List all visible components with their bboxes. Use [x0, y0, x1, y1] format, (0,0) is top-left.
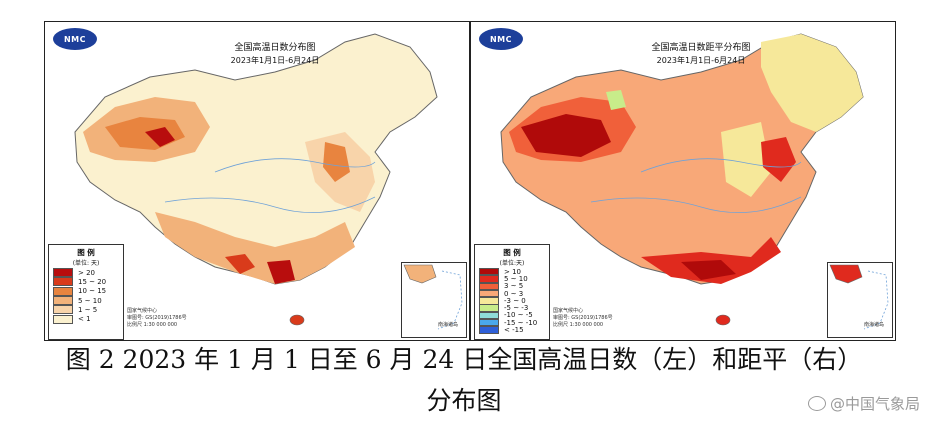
legend-label: -5 ~ -3: [504, 304, 529, 313]
left-map-date-range: 2023年1月1日-6月24日: [230, 56, 320, 65]
legend-label: -3 ~ 0: [504, 296, 526, 305]
left-map-legend: 图 例 (单位: 天) > 20 15 ~ 20 10 ~ 15 5 ~ 10 1 ~ …: [48, 244, 124, 340]
watermark: @中国气象局: [807, 393, 920, 414]
right-map-title: 全国高温日数距平分布图: [651, 43, 751, 53]
credit-approval: 审图号: GS(2019)1786号: [127, 315, 187, 321]
legend-label: -10 ~ -5: [504, 311, 533, 320]
credit-approval: 审图号: GS(2019)1786号: [553, 315, 613, 321]
legend-item: 5 ~ 10: [475, 274, 549, 283]
legend-swatch: [53, 305, 73, 315]
legend-swatch: [479, 267, 499, 276]
legend-swatch: [479, 275, 499, 283]
left-map-title: 全国高温日数分布图: [234, 43, 316, 53]
china-land: [500, 33, 864, 285]
legend-item: -3 ~ 0: [475, 296, 549, 305]
china-map-high-temp-days: [74, 33, 438, 326]
legend-title: 图 例: [77, 248, 95, 257]
south-china-sea-inset: 南海诸岛: [827, 262, 893, 338]
legend-item: < 1: [49, 314, 123, 324]
inset-label: 南海诸岛: [438, 322, 459, 328]
legend-label: 3 ~ 5: [504, 282, 524, 291]
china-map-high-temp-anomaly: [500, 33, 864, 326]
legend-swatch: [53, 277, 73, 287]
legend-swatch: [479, 311, 499, 320]
region-yunnan-hot: [267, 260, 295, 284]
legend-swatch: [53, 286, 73, 296]
region-xinjiang-core: [521, 114, 611, 157]
region-turpan: [145, 127, 175, 147]
figure-caption-line2: 分布图: [426, 386, 502, 415]
nmc-logo: NMC: [53, 28, 97, 50]
legend-swatch: [479, 282, 499, 290]
rivers: [590, 158, 802, 214]
weibo-icon: [807, 396, 826, 411]
legend-unit: (单位:天): [499, 260, 525, 267]
legend-item: 15 ~ 20: [49, 277, 123, 287]
legend-swatch: [53, 296, 73, 306]
legend-title: 图 例: [503, 248, 521, 257]
legend-item: 10 ~ 15: [49, 286, 123, 296]
legend-label: 0 ~ 3: [504, 289, 524, 298]
region-east-hot: [761, 137, 796, 182]
rivers: [164, 158, 376, 214]
legend-label: > 10: [504, 267, 521, 276]
legend-item: 0 ~ 3: [475, 289, 549, 298]
legend-label: -15 ~ -10: [504, 318, 538, 327]
region-south-west: [155, 212, 355, 284]
nmc-logo: NMC: [479, 28, 523, 50]
inset-map: [403, 264, 463, 330]
region-sw-hot: [225, 254, 255, 274]
figure-caption-line1: 图 2 2023 年 1 月 1 日至 6 月 24 日全国高温日数（左）和距平…: [65, 345, 863, 374]
right-map-credit: 国家气候中心 审图号: GS(2019)1786号 比例尺 1:30 000 0…: [553, 308, 613, 329]
legend-item: 1 ~ 5: [49, 305, 123, 315]
region-northeast-cool: [761, 34, 863, 132]
credit-org: 国家气候中心: [127, 308, 158, 314]
legend-item: -5 ~ -3: [475, 304, 549, 313]
legend-label: 15 ~ 20: [78, 277, 107, 286]
legend-label: < 1: [78, 315, 91, 324]
region-south-very-hot: [681, 260, 736, 280]
left-map-credit: 国家气候中心 审图号: GS(2019)1786号 比例尺 1:30 000 0…: [127, 308, 187, 329]
legend-label: > 20: [78, 268, 95, 277]
legend-item: -15 ~ -10: [475, 318, 549, 327]
legend-label: 5 ~ 10: [78, 296, 102, 305]
region-hainan: [289, 314, 305, 326]
watermark-text: @中国气象局: [829, 395, 920, 413]
legend-swatch: [479, 318, 499, 327]
legend-item: > 20: [49, 268, 123, 278]
legend-swatch: [479, 326, 499, 334]
legend-swatch: [53, 314, 73, 324]
high-temp-days-map: NMC 全国高温日数分布图 2023年1月1日-6月24日 图 例 (单位: 天…: [44, 21, 470, 341]
legend-unit: (单位: 天): [72, 260, 100, 267]
legend-swatch: [479, 289, 499, 298]
credit-scale: 比例尺 1:30 000 000: [127, 322, 178, 328]
high-temp-anomaly-map: NMC 全国高温日数距平分布图 2023年1月1日-6月24日 图 例 (单位:…: [470, 21, 896, 341]
legend-item: > 10: [475, 267, 549, 276]
legend-swatch: [53, 268, 73, 278]
region-north-china: [323, 142, 350, 182]
region-hainan: [715, 314, 731, 326]
legend-label: < -15: [504, 326, 524, 335]
credit-scale: 比例尺 1:30 000 000: [553, 322, 604, 328]
region-north-cool: [721, 122, 771, 197]
south-china-sea-inset: 南海诸岛: [401, 262, 467, 338]
legend-label: 5 ~ 10: [504, 274, 528, 283]
inset-map: [829, 264, 889, 330]
region-inner-green: [606, 90, 626, 110]
legend-item: 3 ~ 5: [475, 282, 549, 291]
credit-org: 国家气候中心: [553, 308, 584, 314]
legend-item: < -15: [475, 326, 549, 335]
legend-label: 10 ~ 15: [78, 287, 107, 296]
legend-item: -10 ~ -5: [475, 311, 549, 320]
legend-swatch: [479, 304, 499, 312]
inset-label: 南海诸岛: [864, 322, 885, 328]
legend-label: 1 ~ 5: [78, 305, 98, 314]
right-map-date-range: 2023年1月1日-6月24日: [656, 56, 746, 65]
legend-item: 5 ~ 10: [49, 296, 123, 306]
legend-swatch: [479, 297, 499, 305]
